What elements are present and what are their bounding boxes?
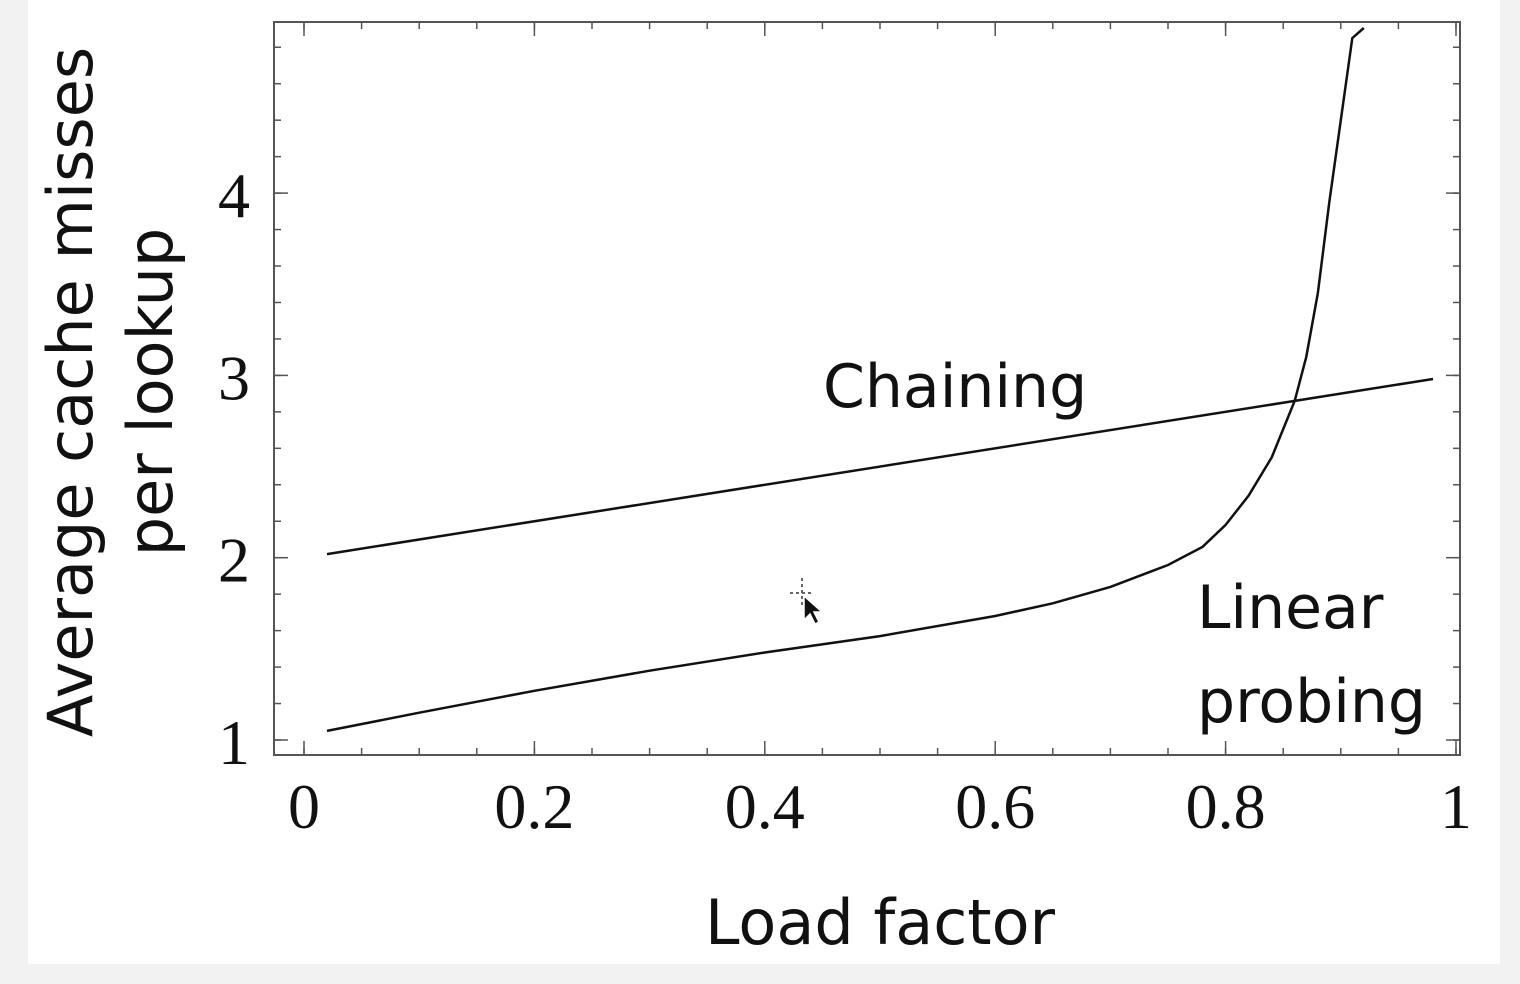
series-label-linear-line2: probing — [1197, 667, 1426, 737]
x-tick-label: 0.4 — [725, 771, 805, 842]
x-tick-label: 0 — [288, 771, 320, 842]
series-label-linear-line1: Linear — [1197, 573, 1384, 643]
plot-area: 0 0.2 0.4 0.6 0.8 1 1 2 3 4 — [218, 21, 1472, 842]
y-tick-label: 4 — [218, 160, 250, 231]
x-tick-label: 0.6 — [955, 771, 1035, 842]
series-line-chaining — [326, 377, 1434, 556]
y-axis-title: Average cache misses per lookup — [34, 47, 187, 737]
y-tick-label: 2 — [218, 525, 250, 596]
x-tick-label: 0.2 — [494, 771, 574, 842]
series-line-linear-probing — [326, 27, 1365, 733]
x-tick-label: 0.8 — [1186, 771, 1266, 842]
labels-group: Chaining Linear probing Load factor Aver… — [34, 47, 1426, 959]
y-tick-label: 3 — [218, 342, 250, 413]
y-tick-label: 1 — [218, 707, 250, 778]
series-group — [326, 27, 1434, 733]
x-axis-title: Load factor — [705, 886, 1056, 959]
plot-frame — [273, 21, 1461, 756]
x-tick-label: 1 — [1440, 771, 1472, 842]
mouse-cursor-icon — [790, 578, 824, 626]
series-label-chaining: Chaining — [823, 352, 1087, 422]
y-axis-title-line1: Average cache misses — [34, 47, 107, 737]
y-axis-title-line2: per lookup — [114, 228, 187, 556]
